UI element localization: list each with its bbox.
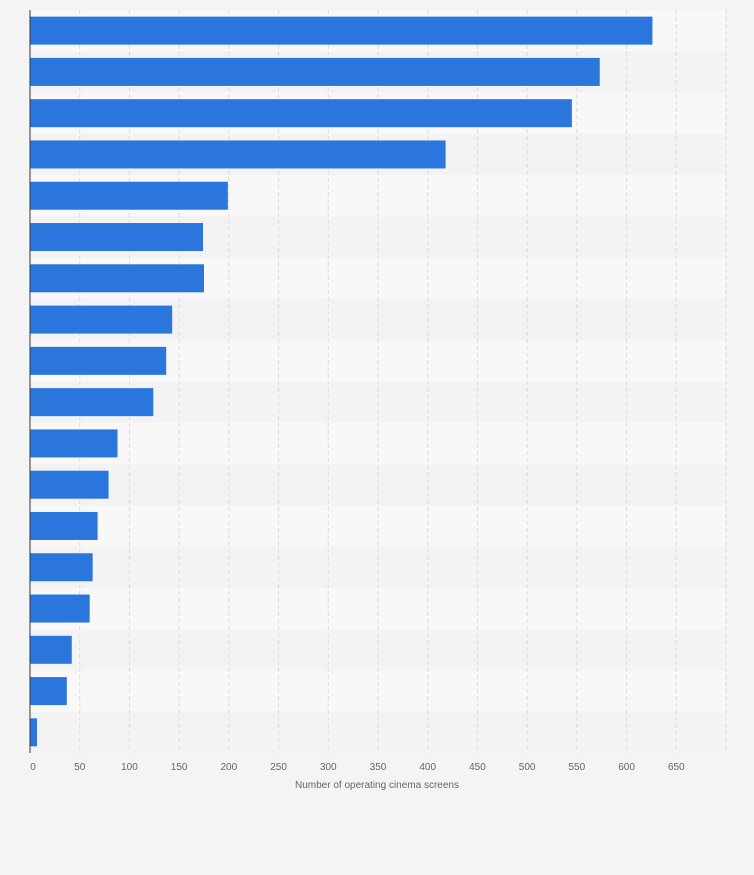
- bar: [30, 140, 446, 169]
- x-tick-label: 650: [668, 762, 685, 773]
- bar: [30, 99, 572, 128]
- bar: [30, 635, 72, 664]
- gridlines: [79, 10, 727, 753]
- bars: [30, 16, 653, 747]
- x-tick-label: 50: [74, 762, 86, 773]
- bar: [30, 305, 173, 334]
- bar: [30, 511, 98, 540]
- x-tick-label: 600: [618, 762, 635, 773]
- x-axis-ticks: 0 50 100 150 200 250 300 350 400 450 500 550 600 650: [30, 762, 685, 773]
- x-tick-label: 400: [419, 762, 436, 773]
- bar: [30, 346, 167, 375]
- row-band: [30, 546, 726, 588]
- x-tick-label: 150: [171, 762, 188, 773]
- x-axis-title: Number of operating cinema screens: [295, 780, 459, 791]
- x-tick-label: 550: [569, 762, 586, 773]
- bar: [30, 553, 93, 582]
- x-tick-label: 450: [469, 762, 486, 773]
- x-tick-label: 200: [221, 762, 238, 773]
- x-tick-label: 350: [370, 762, 387, 773]
- x-tick-label: 500: [519, 762, 536, 773]
- bar: [30, 677, 67, 706]
- x-tick-label: 100: [121, 762, 138, 773]
- x-tick-label: 300: [320, 762, 337, 773]
- bar: [30, 57, 600, 86]
- bar: [30, 429, 118, 458]
- bar: [30, 264, 204, 293]
- bar: [30, 718, 37, 747]
- row-band: [30, 464, 726, 506]
- x-tick-label: 250: [270, 762, 287, 773]
- bar: [30, 16, 653, 45]
- x-tick-label: 0: [30, 762, 36, 773]
- bar: [30, 388, 154, 417]
- row-band: [30, 422, 726, 465]
- row-band: [30, 505, 726, 547]
- bar: [30, 594, 90, 623]
- bar: [30, 181, 228, 210]
- bar: [30, 223, 204, 252]
- bar: [30, 470, 109, 499]
